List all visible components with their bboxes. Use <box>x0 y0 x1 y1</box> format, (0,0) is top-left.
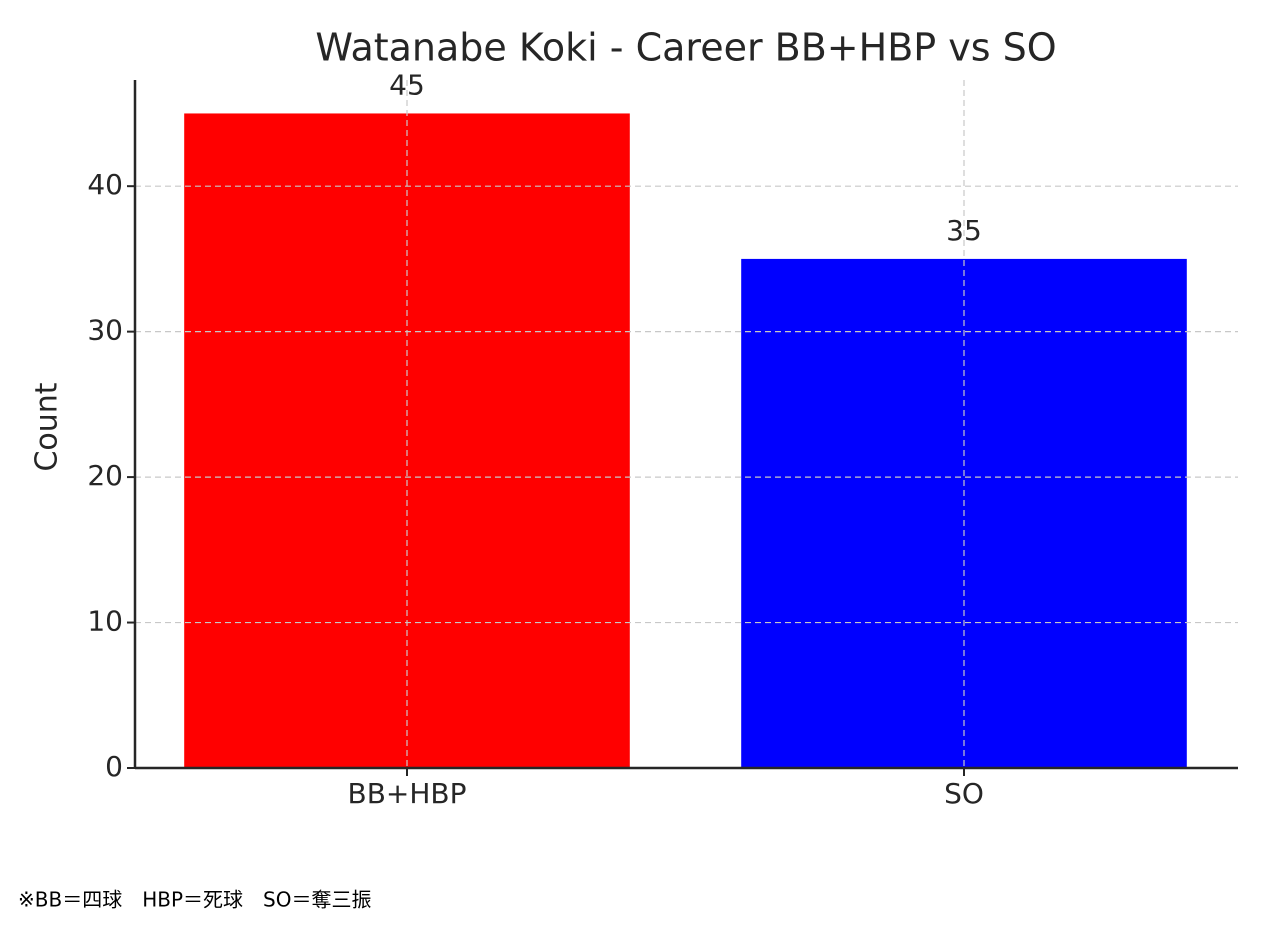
y-axis-label: Count <box>30 382 65 471</box>
chart-title: Watanabe Koki - Career BB+HBP vs SO <box>315 26 1056 70</box>
y-tick-label: 20 <box>87 459 123 492</box>
y-tick-label: 10 <box>87 605 123 638</box>
value-label: 35 <box>946 214 982 247</box>
y-tick-label: 0 <box>105 750 123 783</box>
value-label: 45 <box>389 68 425 101</box>
plot-area: 0 10 20 30 40 BB+HBP 45 SO 35 <box>87 68 1238 810</box>
x-tick-label: SO <box>944 777 984 810</box>
x-tick-label: BB+HBP <box>347 777 466 810</box>
footnote: ※BB＝四球 HBP＝死球 SO＝奪三振 <box>18 888 371 912</box>
y-tick-label: 40 <box>87 168 123 201</box>
y-tick-label: 30 <box>87 314 123 347</box>
